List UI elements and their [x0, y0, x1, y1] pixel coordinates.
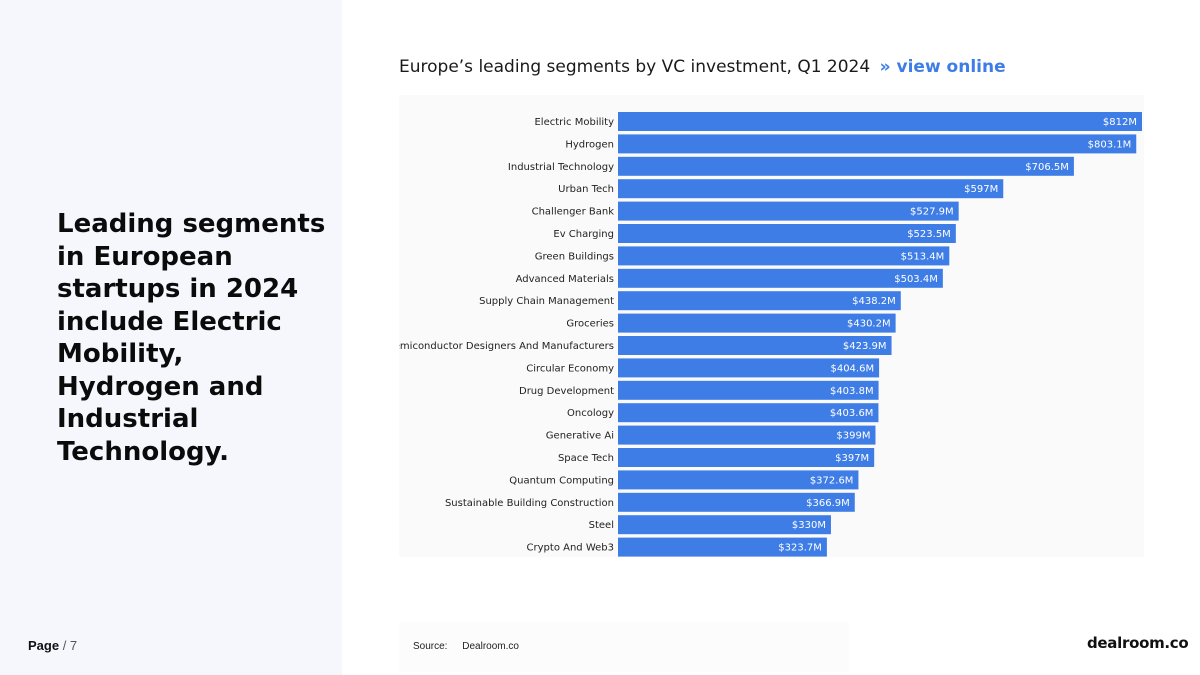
view-online-label: view online	[896, 57, 1006, 77]
page-word: Page	[28, 638, 60, 653]
bar	[618, 380, 879, 400]
page-total: / 7	[62, 638, 78, 653]
value-label: $397M	[835, 453, 869, 464]
value-label: $423.9M	[843, 341, 887, 352]
bar	[618, 403, 879, 423]
value-label: $366.9M	[806, 498, 850, 509]
value-label: $706.5M	[1025, 162, 1069, 173]
bar-chart: Electric Mobility $812M Hydrogen $803.1M Ind…	[399, 112, 1142, 557]
bar	[618, 246, 950, 266]
source-label: Source:	[413, 641, 448, 652]
category-label: Space Tech	[558, 453, 614, 464]
bar	[618, 112, 1142, 131]
value-label: $503.4M	[894, 274, 938, 285]
category-label: Ev Charging	[553, 229, 614, 240]
bar	[618, 313, 896, 333]
value-label: $372.6M	[810, 475, 854, 486]
chart-title-row: Europe’s leading segments by VC investme…	[399, 57, 1006, 81]
bar	[618, 492, 855, 512]
chart-area: Electric Mobility $812M Hydrogen $803.1M Ind…	[399, 95, 1144, 557]
category-label: Sustainable Building Construction	[445, 498, 614, 509]
value-label: $399M	[836, 431, 870, 442]
value-label: $403.6M	[830, 408, 874, 419]
source-box	[399, 622, 849, 672]
value-label: $323.7M	[778, 543, 822, 554]
category-label: Drug Development	[519, 386, 614, 397]
value-label: $803.1M	[1088, 139, 1132, 150]
category-label: Advanced Materials	[516, 274, 614, 285]
bar	[618, 268, 943, 288]
value-label: $527.9M	[910, 207, 954, 218]
category-label: Groceries	[566, 319, 614, 330]
value-label: $330M	[792, 520, 826, 531]
category-label: Industrial Technology	[508, 162, 614, 173]
page-indicator: Page / 7	[28, 638, 77, 653]
category-label: Quantum Computing	[509, 475, 614, 486]
bar	[618, 291, 901, 311]
bar	[618, 448, 875, 467]
category-label: Semiconductor Designers And Manufacturer…	[399, 341, 614, 352]
category-label: Hydrogen	[565, 139, 614, 150]
value-label: $404.6M	[830, 363, 874, 374]
chart-title: Europe’s leading segments by VC investme…	[399, 57, 871, 77]
category-label: Steel	[589, 520, 614, 531]
bar	[618, 537, 827, 557]
bar	[618, 358, 880, 378]
category-label: Generative Ai	[546, 431, 614, 442]
bar	[618, 515, 831, 535]
category-label: Green Buildings	[535, 251, 614, 262]
left-panel	[0, 0, 342, 675]
value-label: $438.2M	[852, 296, 896, 307]
bar	[618, 156, 1074, 176]
value-label: $403.8M	[830, 386, 874, 397]
category-label: Electric Mobility	[534, 117, 614, 128]
source-line: Source: Dealroom.co	[413, 641, 519, 652]
category-label: Crypto And Web3	[527, 543, 614, 554]
category-label: Oncology	[567, 408, 614, 419]
category-label: Circular Economy	[526, 363, 614, 374]
bar	[618, 470, 859, 490]
category-label: Supply Chain Management	[479, 296, 614, 307]
bar	[618, 425, 876, 445]
value-label: $597M	[964, 184, 998, 195]
headline: Leading segments in European startups in…	[57, 209, 326, 467]
source-value: Dealroom.co	[462, 641, 519, 652]
chevron-double-right-icon: »	[879, 57, 891, 77]
bar	[618, 179, 1004, 199]
dealroom-logo: dealroom.co	[1087, 634, 1189, 652]
value-label: $430.2M	[847, 319, 891, 330]
bar	[618, 336, 892, 355]
bar	[618, 134, 1137, 154]
category-label: Challenger Bank	[532, 207, 615, 218]
value-label: $523.5M	[907, 229, 951, 240]
category-label: Urban Tech	[558, 184, 614, 195]
value-label: $812M	[1103, 117, 1137, 128]
bar	[618, 201, 959, 221]
value-label: $513.4M	[901, 251, 945, 262]
view-online-link[interactable]: » view online	[880, 57, 1006, 77]
bar	[618, 224, 956, 243]
